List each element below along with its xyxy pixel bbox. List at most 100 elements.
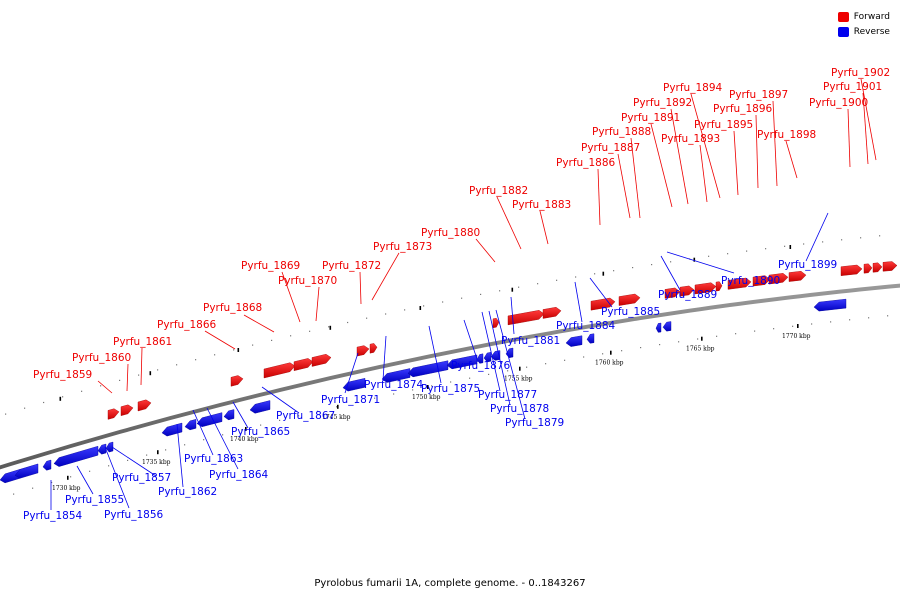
reverse-gene-leader-line (488, 310, 511, 406)
forward-gene-label: Pyrfu_1892 (633, 97, 692, 109)
reverse-gene-16 (483, 351, 492, 363)
major-tick-mark (245, 427, 247, 431)
reverse-gene-5 (105, 441, 114, 453)
minor-tick-lower (450, 381, 452, 383)
forward-gene-leader-line (140, 347, 143, 386)
major-tick-mark (511, 287, 514, 292)
minor-tick-lower (70, 476, 72, 478)
forward-gene-label: Pyrfu_1900 (809, 97, 868, 109)
reverse-gene-label: Pyrfu_1875 (421, 383, 480, 395)
minor-tick-lower (279, 419, 281, 421)
forward-gene-label: Pyrfu_1860 (72, 352, 131, 364)
major-tick-mark (59, 396, 62, 401)
major-tick-mark (149, 371, 152, 376)
reverse-gene-leader-line (428, 325, 442, 384)
major-tick-mark (693, 257, 696, 262)
minor-tick-upper (233, 349, 235, 351)
forward-gene-label: Pyrfu_1888 (592, 126, 651, 138)
minor-tick-lower (773, 328, 775, 330)
tick-label: 1730 kbp (52, 485, 81, 492)
forward-gene-leader-line (860, 78, 877, 161)
forward-gene-9 (492, 317, 500, 329)
tick-label: 1750 kbp (412, 394, 441, 401)
minor-tick-upper (613, 270, 615, 272)
reverse-gene-label: Pyrfu_1871 (321, 394, 380, 406)
minor-tick-upper (157, 369, 159, 371)
reverse-gene-leader-line (176, 423, 184, 488)
minor-tick-upper (575, 276, 577, 278)
forward-gene-leader-line (359, 271, 362, 305)
minor-tick-lower (89, 470, 91, 472)
major-tick-mark (427, 385, 429, 389)
forward-gene-leader-line (597, 168, 601, 226)
forward-gene-15 (679, 285, 695, 297)
minor-tick-lower (336, 406, 338, 408)
reverse-gene-label: Pyrfu_1876 (451, 360, 511, 372)
legend-reverse: Reverse (837, 24, 890, 39)
forward-gene-7 (356, 345, 370, 357)
forward-gene-3 (230, 375, 244, 387)
reverse-gene-label: Pyrfu_1863 (184, 453, 243, 465)
minor-tick-lower (754, 330, 756, 332)
minor-tick-upper (461, 297, 463, 299)
forward-gene-leader-line (847, 108, 851, 168)
forward-gene-label: Pyrfu_1882 (469, 185, 528, 197)
reverse-gene-label: Pyrfu_1855 (65, 494, 124, 506)
minor-tick-lower (412, 389, 414, 391)
minor-tick-lower (165, 449, 167, 451)
minor-tick-upper (119, 379, 121, 381)
reverse-gene-13 (407, 360, 449, 378)
reverse-gene-20 (586, 333, 595, 344)
reverse-gene-label: Pyrfu_1884 (556, 320, 616, 332)
minor-tick-upper (651, 264, 653, 266)
forward-gene-leader-line (475, 238, 496, 263)
minor-tick-lower (830, 321, 832, 323)
reverse-gene-label: Pyrfu_1881 (501, 335, 560, 347)
forward-gene-24 (872, 262, 883, 273)
minor-tick-upper (746, 250, 748, 252)
reverse-gene-leader-line (495, 309, 526, 420)
minor-tick-lower (431, 385, 433, 387)
forward-swatch (837, 11, 849, 22)
minor-tick-upper (822, 241, 824, 243)
reverse-gene-10 (249, 400, 271, 414)
reverse-gene-leader-line (232, 401, 249, 429)
reverse-gene-label: Pyrfu_1857 (112, 472, 171, 484)
minor-tick-upper (803, 243, 805, 245)
minor-tick-lower (355, 401, 357, 404)
reverse-gene-leader-line (510, 296, 515, 335)
forward-gene-leader-line (699, 144, 708, 203)
minor-tick-upper (841, 239, 843, 241)
reverse-swatch (837, 26, 849, 37)
minor-tick-upper (62, 396, 64, 398)
minor-tick-upper (43, 401, 45, 404)
major-tick-mark (337, 404, 339, 409)
forward-gene-13 (618, 293, 641, 306)
forward-gene-leader-line (733, 130, 739, 196)
minor-tick-upper (765, 248, 767, 250)
minor-tick-upper (366, 317, 368, 319)
forward-gene-19 (752, 275, 771, 287)
forward-gene-label: Pyrfu_1891 (621, 112, 680, 124)
forward-gene-11 (542, 306, 562, 319)
minor-tick-lower (146, 454, 148, 456)
forward-gene-20 (768, 273, 789, 285)
reverse-gene-7 (184, 419, 197, 431)
forward-gene-10 (507, 310, 545, 326)
genome-backbone (0, 283, 900, 470)
minor-tick-lower (184, 444, 186, 446)
reverse-gene-leader-line (463, 319, 479, 363)
reverse-gene-leader-line (805, 212, 829, 262)
minor-tick-upper (309, 330, 311, 332)
minor-tick-upper (347, 321, 349, 324)
minor-tick-lower (716, 335, 718, 337)
reverse-gene-0 (0, 469, 21, 484)
forward-gene-0 (107, 408, 120, 420)
reverse-gene-label: Pyrfu_1865 (231, 426, 290, 438)
forward-gene-leader-line (281, 271, 301, 323)
reverse-gene-leader-line (111, 446, 157, 477)
reverse-gene-label: Pyrfu_1874 (364, 379, 424, 391)
minor-tick-lower (222, 434, 224, 436)
major-tick-mark (419, 306, 422, 310)
